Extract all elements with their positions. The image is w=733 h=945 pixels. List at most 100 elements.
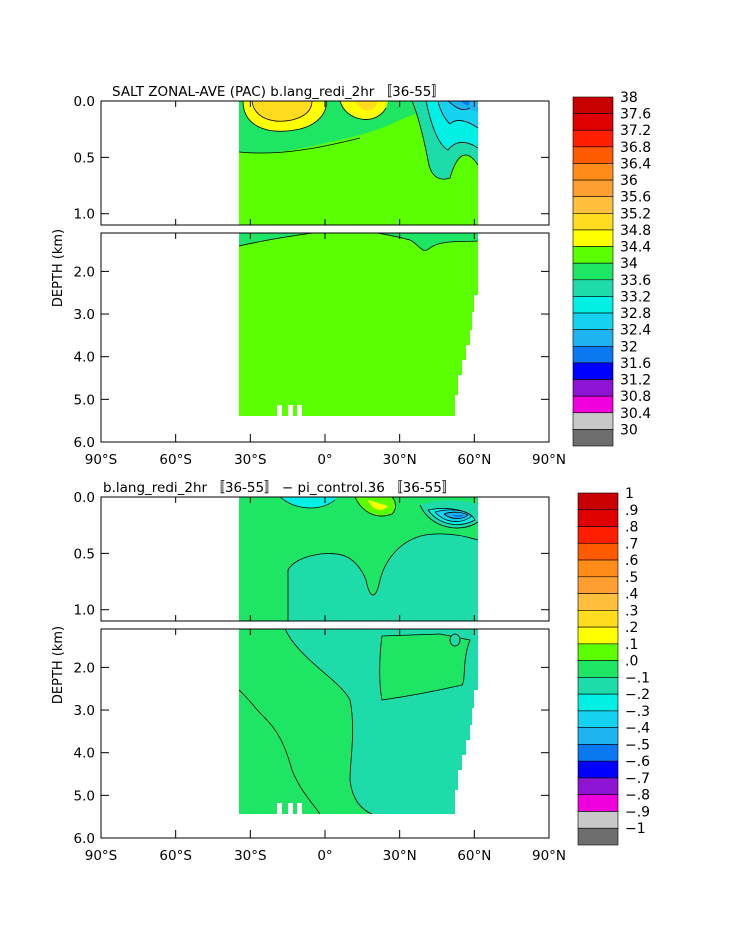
colorbar-label: .7	[625, 536, 638, 552]
colorbar-swatch	[577, 559, 619, 578]
colorbar-swatch	[572, 146, 614, 164]
panel-1-x-ticks: 90°S 60°S 30°S 0° 30°N 60°N 90°N	[85, 101, 566, 468]
colorbar-label: 30.4	[620, 406, 651, 422]
panel-1-upper-field	[238, 101, 479, 225]
colorbar-label: 35.2	[620, 206, 651, 222]
colorbar-label: 38	[620, 90, 638, 106]
colorbar-label: −.2	[625, 687, 650, 703]
y-tick-label: 5.0	[74, 788, 95, 804]
colorbar-swatch	[577, 660, 619, 678]
colorbar-label: .2	[625, 620, 638, 636]
colorbar-swatch	[572, 129, 614, 148]
colorbar-swatch	[577, 526, 619, 544]
panel-1: SALT ZONAL-AVE (PAC) b.lang_redi_2hr 〚36…	[51, 84, 651, 468]
panel-2-x-ticks: 90°S 60°S 30°S 0° 30°N 60°N 90°N	[85, 497, 566, 864]
y-tick-label: 0.0	[74, 94, 95, 110]
panel-2-y-ticks: 0.0 0.5 1.0 2.0 3.0 4.0 5.0 6.0	[74, 490, 549, 847]
colorbar-label: 34.8	[620, 223, 651, 239]
colorbar-swatch	[572, 345, 614, 364]
colorbar-swatch	[572, 312, 614, 330]
colorbar-swatch	[577, 794, 619, 812]
colorbar-swatch	[572, 379, 614, 397]
colorbar-label: 33.2	[620, 289, 651, 305]
colorbar-swatch	[572, 412, 614, 430]
colorbar-swatch	[577, 811, 619, 829]
panel-2-title: b.lang_redi_2hr 〚36-55〛 − pi_control.36 …	[103, 480, 455, 496]
colorbar-swatch	[572, 279, 614, 297]
x-tick-label: 0°	[317, 452, 332, 468]
colorbar-label: .3	[625, 603, 638, 619]
colorbar-label: 1	[625, 486, 634, 502]
colorbar-label: .0	[625, 654, 638, 670]
x-tick-label: 30°S	[234, 452, 267, 468]
x-tick-label: 60°N	[457, 452, 491, 468]
colorbar-label: −.5	[625, 737, 650, 753]
y-tick-label: 6.0	[74, 831, 95, 847]
colorbar-swatch	[572, 96, 614, 114]
colorbar-swatch	[577, 727, 619, 745]
colorbar-swatch	[577, 693, 619, 712]
colorbar-swatch	[577, 509, 619, 527]
colorbar-swatch	[572, 246, 614, 264]
y-tick-label: 0.5	[74, 546, 95, 562]
colorbar-label: 37.6	[620, 107, 651, 123]
panel-1-ylabel: DEPTH (km)	[51, 229, 66, 307]
y-tick-label: 6.0	[74, 435, 95, 451]
x-tick-label: 60°S	[159, 848, 192, 864]
y-tick-label: 1.0	[74, 603, 95, 619]
x-tick-label: 90°S	[85, 848, 118, 864]
colorbar-swatch	[577, 827, 619, 846]
x-tick-label: 90°N	[532, 848, 566, 864]
colorbar-swatch	[572, 429, 614, 447]
colorbar-label: 37.2	[620, 123, 651, 139]
colorbar-label: 30	[620, 422, 638, 438]
colorbar-label: 33.6	[620, 273, 651, 289]
colorbar-swatch	[572, 329, 614, 347]
colorbar-swatch	[572, 296, 614, 314]
panel-1-lower-field	[238, 233, 479, 416]
y-tick-label: 1.0	[74, 207, 95, 223]
colorbar-label: 32	[620, 339, 638, 355]
y-tick-label: 2.0	[74, 660, 95, 676]
colorbar-label: 34	[620, 256, 638, 272]
x-tick-label: 30°N	[383, 452, 417, 468]
colorbar-label: 31.2	[620, 373, 651, 389]
colorbar-label: .8	[625, 520, 638, 536]
panel-2-upper-field	[239, 497, 479, 621]
y-tick-label: 4.0	[74, 746, 95, 762]
colorbar-label: .9	[625, 503, 638, 519]
colorbar-label: 36.4	[620, 156, 651, 172]
colorbar-swatch	[572, 262, 614, 281]
x-tick-label: 90°S	[85, 452, 118, 468]
y-tick-label: 2.0	[74, 264, 95, 280]
colorbar-label: .5	[625, 570, 638, 586]
colorbar-label: −.9	[625, 804, 650, 820]
colorbar-swatch	[577, 643, 619, 661]
colorbar-swatch	[577, 610, 619, 628]
panel-2: b.lang_redi_2hr 〚36-55〛 − pi_control.36 …	[51, 480, 650, 864]
colorbar-label: −.4	[625, 721, 650, 737]
colorbar-label: −.7	[625, 771, 650, 787]
colorbar-swatch	[577, 710, 619, 728]
panel-1-title: SALT ZONAL-AVE (PAC) b.lang_redi_2hr 〚36…	[112, 84, 445, 100]
y-tick-label: 0.5	[74, 150, 95, 166]
y-tick-label: 3.0	[74, 307, 95, 323]
colorbar-swatch	[572, 163, 614, 181]
colorbar-swatch	[577, 593, 619, 611]
colorbar-label: 32.4	[620, 323, 651, 339]
colorbar-label: 32.8	[620, 306, 651, 322]
colorbar-label: −.3	[625, 704, 650, 720]
colorbar-swatch	[577, 542, 619, 561]
x-tick-label: 30°N	[383, 848, 417, 864]
colorbar-swatch	[577, 744, 619, 762]
panel-1-colorbar: 3837.637.236.836.43635.635.234.834.43433…	[572, 90, 651, 447]
colorbar-swatch	[577, 760, 619, 779]
y-tick-label: 4.0	[74, 350, 95, 366]
colorbar-swatch	[577, 777, 619, 796]
colorbar-swatch	[572, 213, 614, 231]
colorbar-label: 31.6	[620, 356, 651, 372]
colorbar-label: .6	[625, 553, 638, 569]
colorbar-swatch	[577, 576, 619, 594]
x-tick-label: 30°S	[234, 848, 267, 864]
